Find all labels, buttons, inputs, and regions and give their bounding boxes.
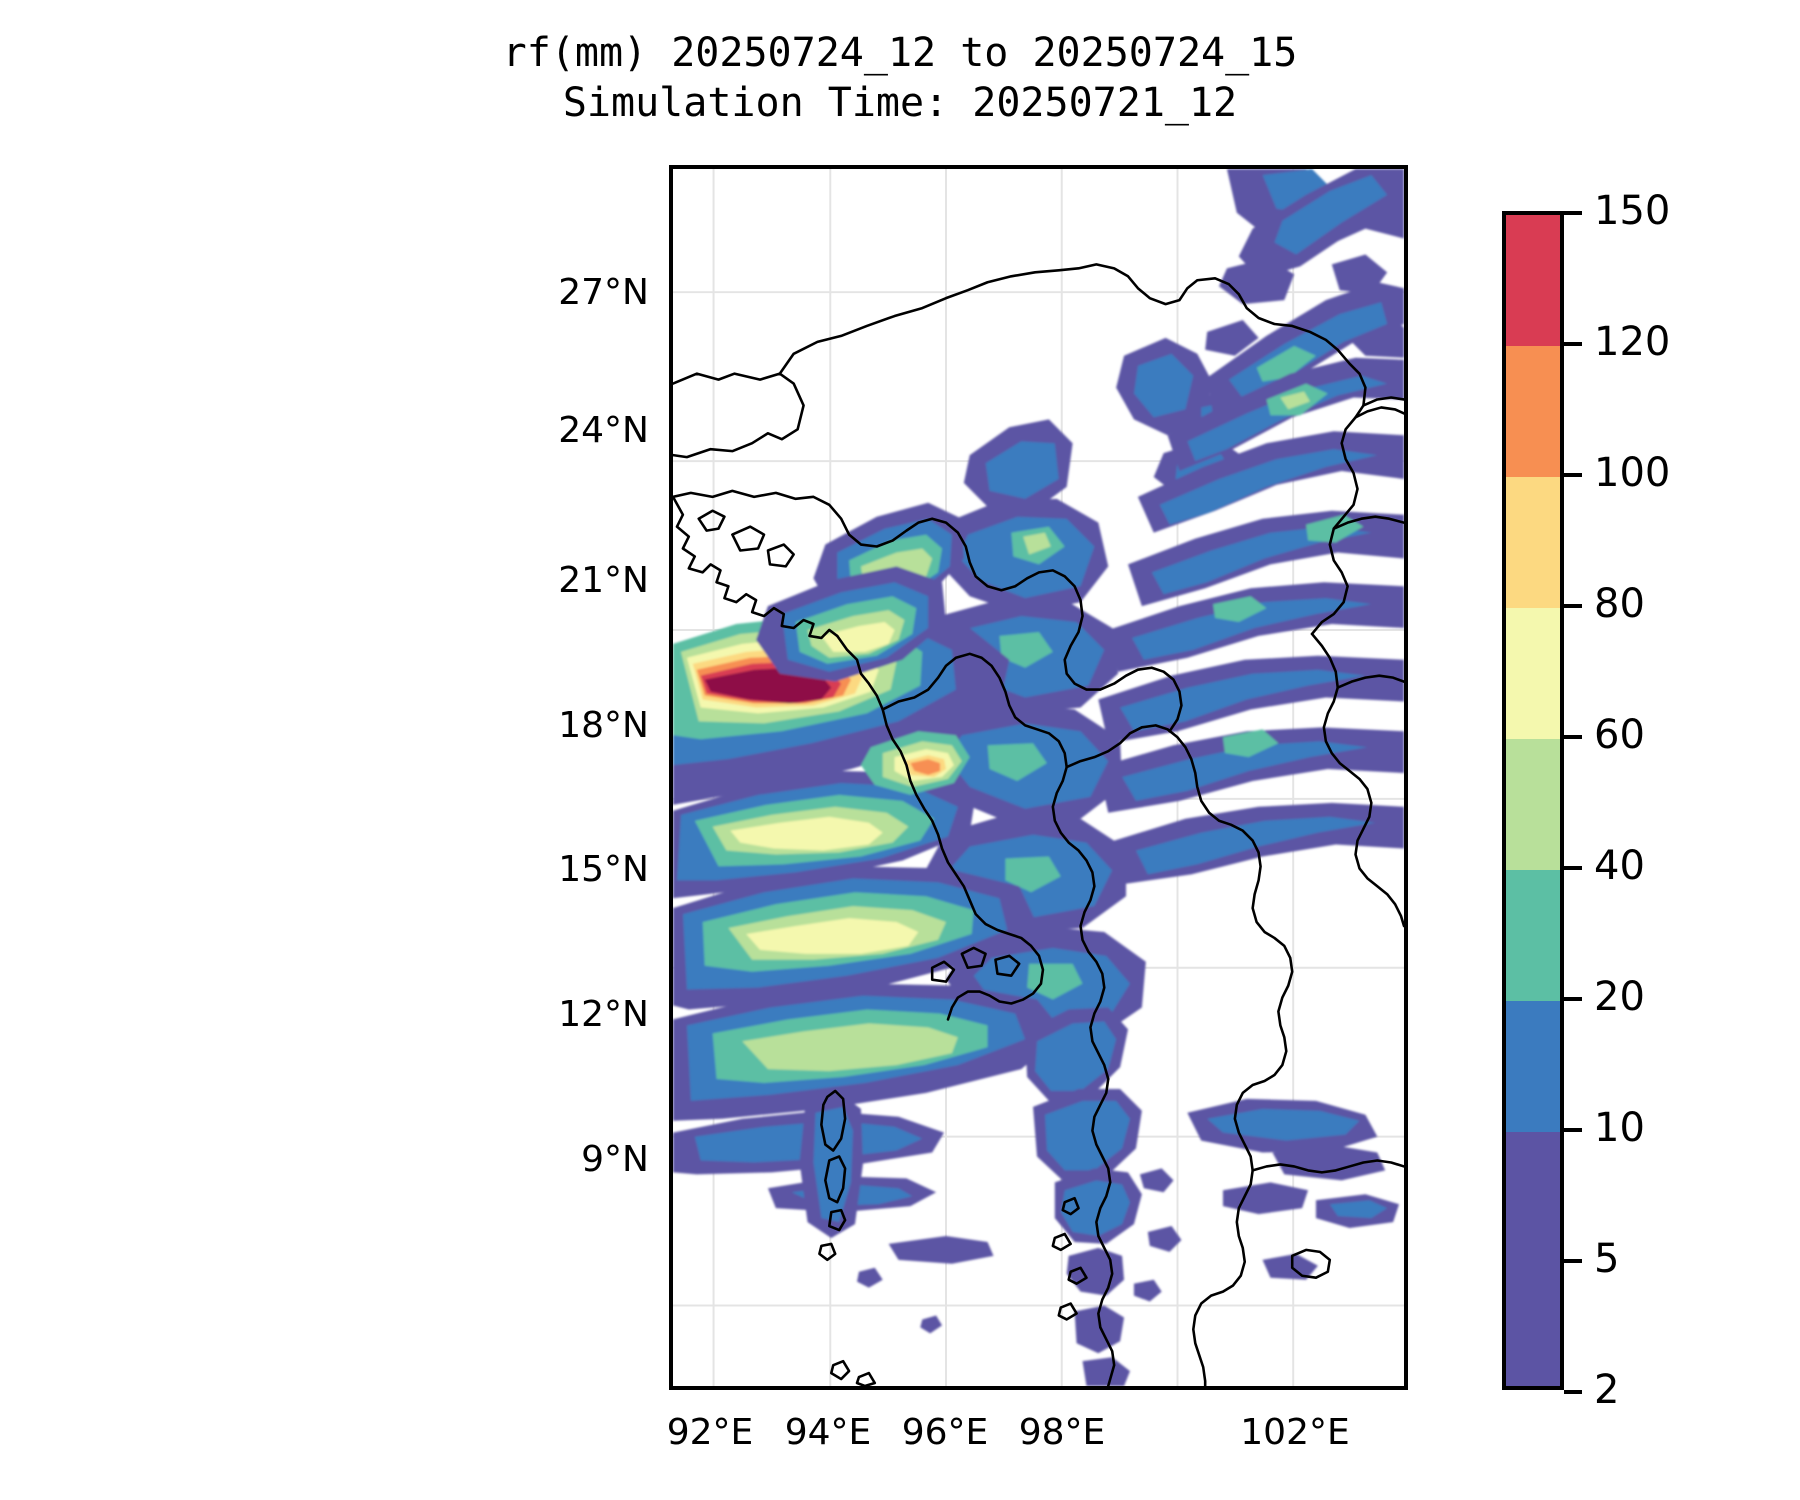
- cbar-seg-60-80: [1506, 608, 1560, 739]
- rain-band-rakhine-coast: [756, 502, 970, 795]
- rain-band-east-streaks: [1098, 169, 1404, 885]
- cbar-ticklabel-60: 60: [1594, 712, 1645, 758]
- title-line-2: Simulation Time: 20250721_12: [562, 80, 1238, 126]
- map-coastlines: [673, 263, 1404, 1386]
- cbar-ticklabel-150: 150: [1594, 188, 1671, 234]
- peak-rainfall-core: [704, 667, 832, 704]
- cbar-tick-80: [1564, 604, 1582, 608]
- cbar-tick-100: [1564, 473, 1582, 477]
- cbar-ticklabel-40: 40: [1594, 843, 1645, 889]
- rain-band-tenasserim: [1025, 1007, 1182, 1386]
- ytick-label-21N: 21°N: [558, 560, 649, 601]
- cbar-seg-80-100: [1506, 477, 1560, 608]
- cbar-ticklabel-10: 10: [1594, 1105, 1645, 1151]
- xtick-label-94E: 94°E: [784, 1412, 872, 1453]
- ytick-label-27N: 27°N: [558, 272, 649, 313]
- title-line-1: rf(mm) 20250724_12 to 20250724_15: [502, 30, 1298, 76]
- cbar-tick-150: [1564, 211, 1582, 215]
- xtick-label-102E: 102°E: [1240, 1412, 1350, 1453]
- chart-title: rf(mm) 20250724_12 to 20250724_15 Simula…: [0, 28, 1800, 128]
- cbar-ticklabel-20: 20: [1594, 974, 1645, 1020]
- cbar-ticklabel-120: 120: [1594, 319, 1671, 365]
- rainfall-contour-map: [673, 169, 1404, 1386]
- cbar-tick-20: [1564, 997, 1582, 1001]
- cbar-tick-40: [1564, 866, 1582, 870]
- ytick-label-15N: 15°N: [558, 849, 649, 890]
- cbar-seg-100-120: [1506, 346, 1560, 477]
- cbar-seg-5-10: [1506, 1132, 1560, 1263]
- cbar-seg-20-40: [1506, 870, 1560, 1001]
- xtick-label-92E: 92°E: [666, 1412, 754, 1453]
- cbar-seg-2-5: [1506, 1263, 1560, 1386]
- cbar-tick-60: [1564, 735, 1582, 739]
- ytick-label-9N: 9°N: [581, 1139, 649, 1180]
- cbar-tick-120: [1564, 342, 1582, 346]
- cbar-tick-2: [1564, 1390, 1582, 1394]
- cbar-tick-5: [1564, 1259, 1582, 1263]
- ytick-label-12N: 12°N: [558, 994, 649, 1035]
- cbar-ticklabel-100: 100: [1594, 450, 1671, 496]
- cbar-ticklabel-5: 5: [1594, 1236, 1620, 1282]
- cbar-seg-40-60: [1506, 739, 1560, 870]
- ytick-label-24N: 24°N: [558, 410, 649, 451]
- rain-cells-isolated-south: [856, 1267, 1099, 1344]
- xtick-label-96E: 96°E: [901, 1412, 989, 1453]
- rainfall-field: [673, 169, 1404, 1386]
- colorbar[interactable]: 150 120 100 80 60 40 20 10 5 2: [1502, 145, 1670, 1413]
- xtick-label-98E: 98°E: [1018, 1412, 1106, 1453]
- cbar-ticklabel-80: 80: [1594, 581, 1645, 627]
- cbar-seg-10-20: [1506, 1001, 1560, 1132]
- map-plot-area[interactable]: [669, 165, 1408, 1390]
- cbar-tick-10: [1564, 1128, 1582, 1132]
- colorbar-gradient[interactable]: [1502, 211, 1564, 1390]
- cbar-ticklabel-2: 2: [1594, 1367, 1620, 1413]
- cbar-seg-120-150: [1506, 215, 1560, 346]
- ytick-label-18N: 18°N: [558, 705, 649, 746]
